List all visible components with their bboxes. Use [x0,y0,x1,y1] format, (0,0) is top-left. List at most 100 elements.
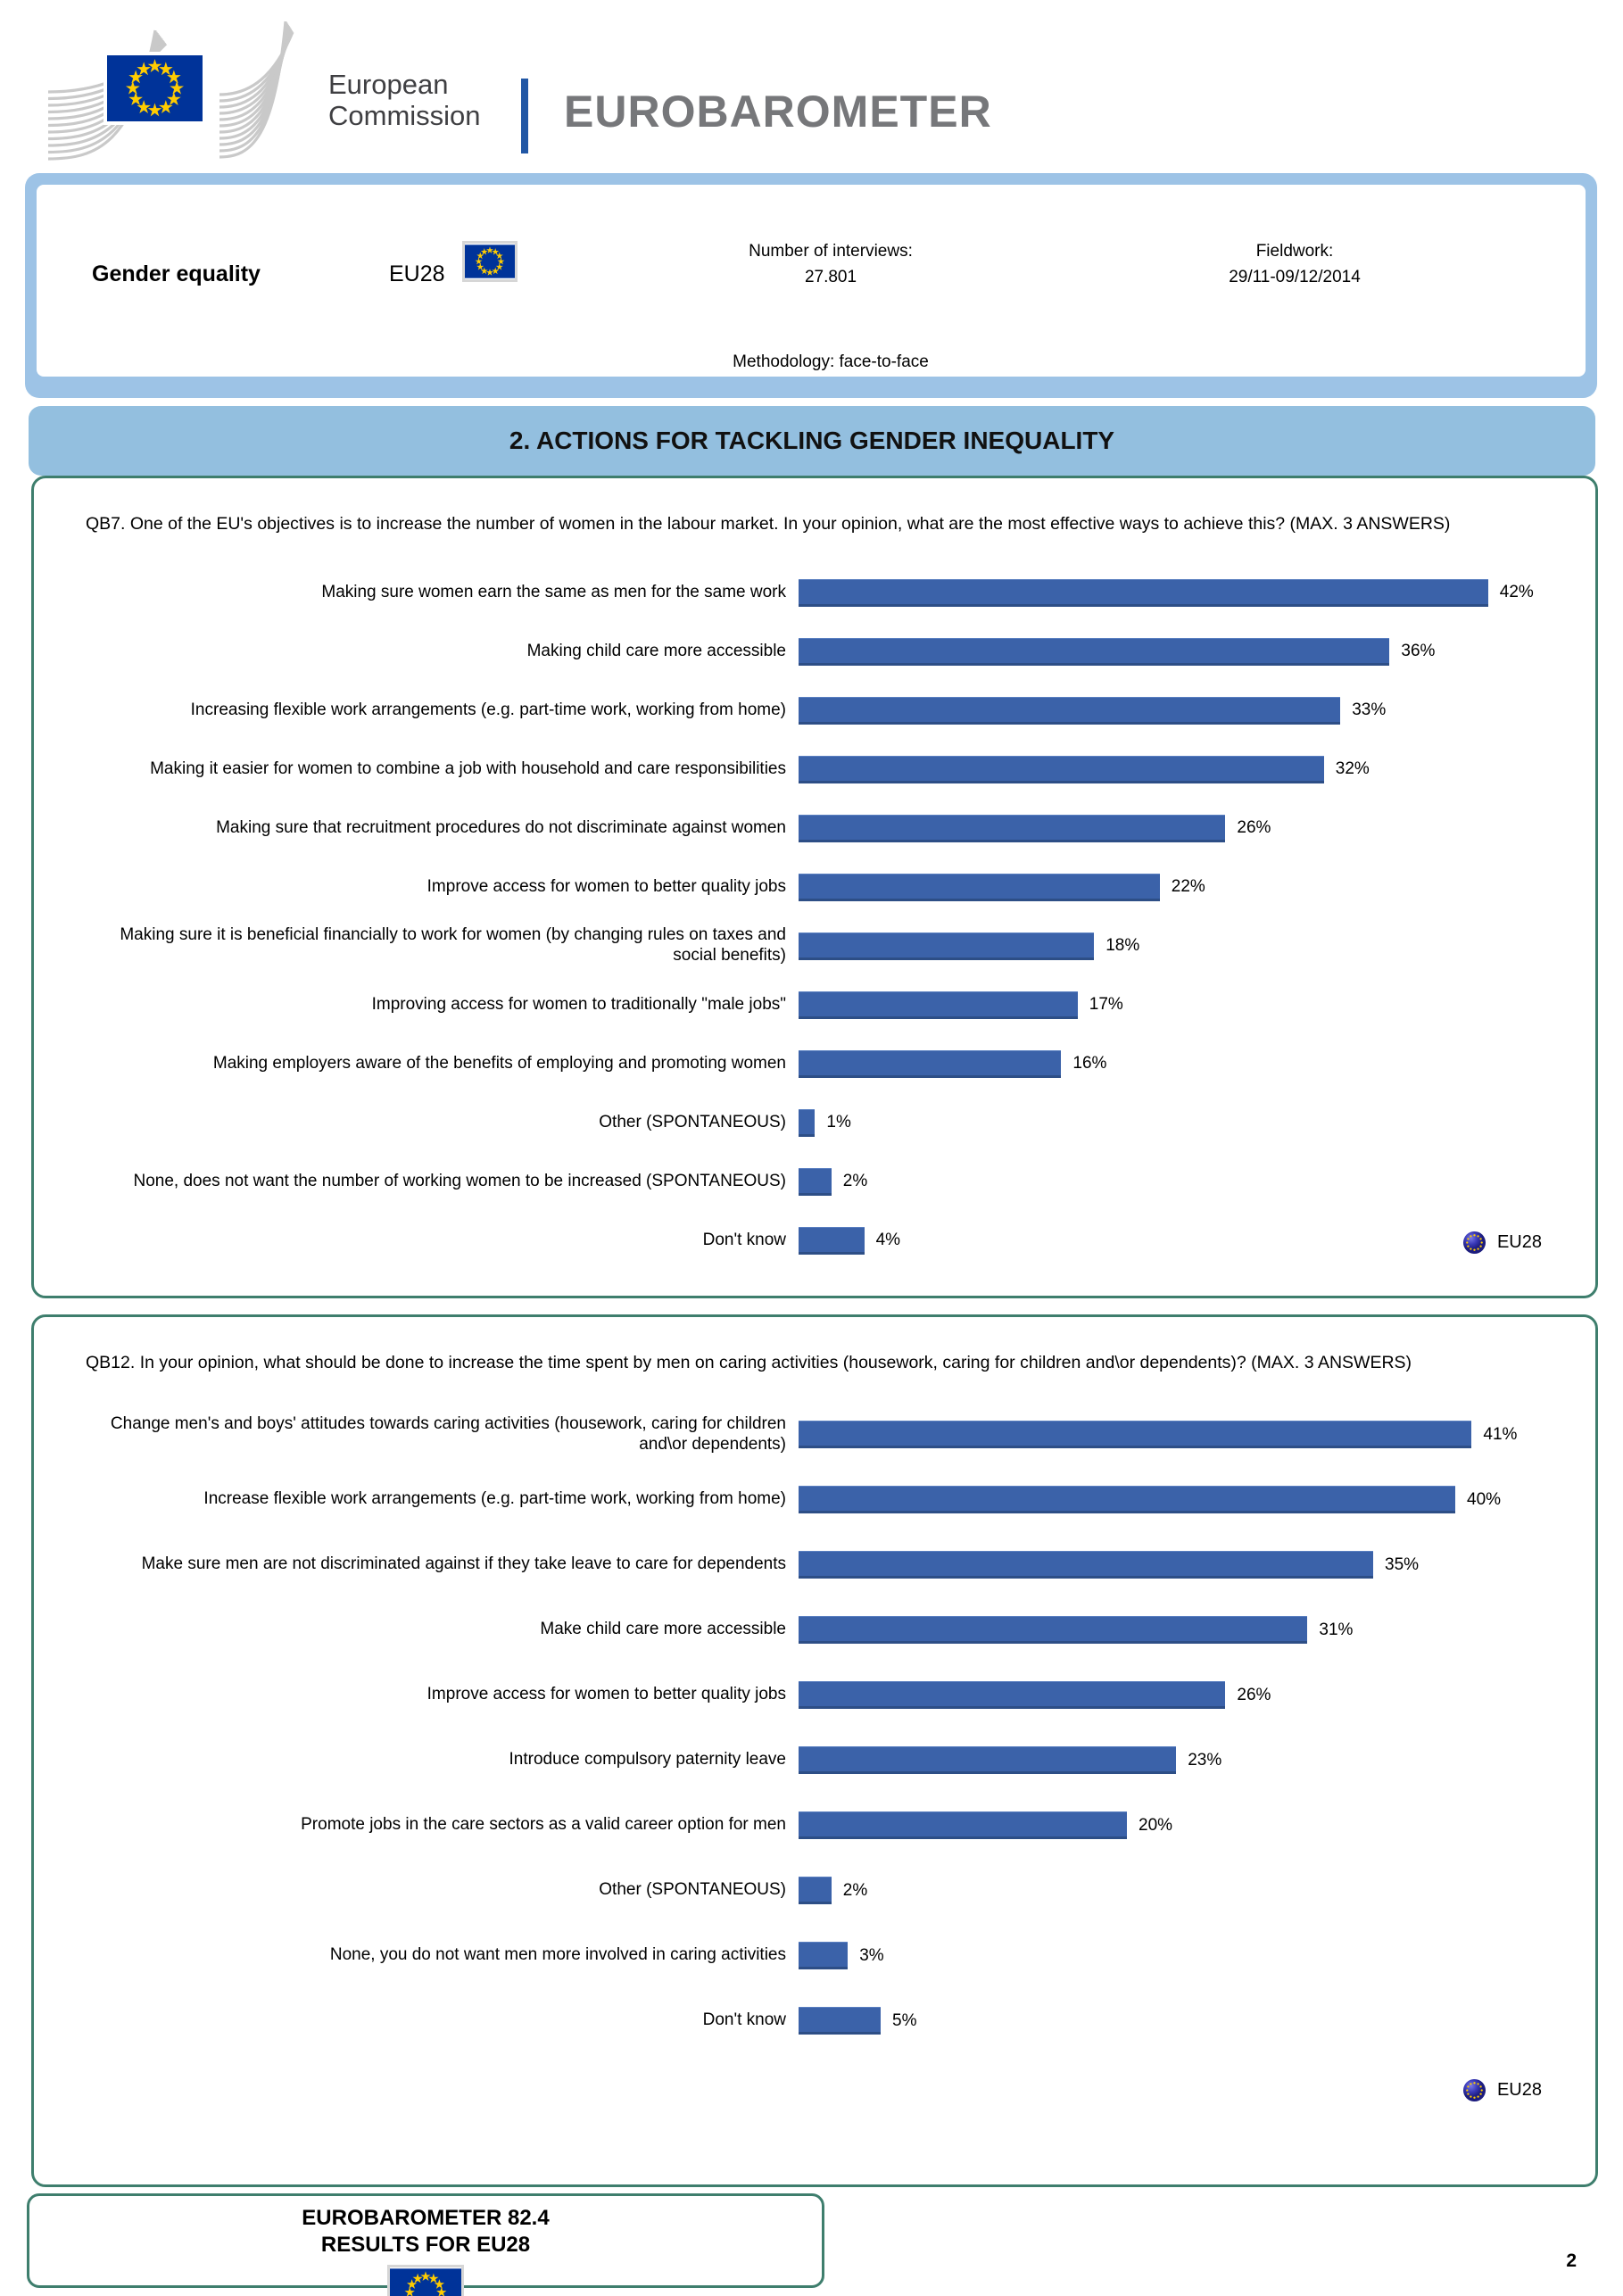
bar-row: Improve access for women to better quali… [86,858,1595,916]
bar-value: 2% [842,1172,868,1190]
institution-line2: Commission [328,99,481,131]
bar-label: Make child care more accessible [540,1620,786,1639]
bar-value: 36% [1401,642,1436,660]
bar-rows: Change men's and boys' attitudes towards… [86,1402,1595,2053]
bar [799,1551,1373,1579]
bar [799,1877,832,1904]
bar [799,637,1390,666]
bar-row: Making child care more accessible 36% [86,622,1595,681]
bar-track: 2% [799,1167,1595,1196]
bar-row: Introduce compulsory paternity leave 23% [86,1728,1595,1793]
bar-value: 20% [1139,1815,1173,1835]
bar [799,755,1324,783]
bar-row: Don't know 4% [86,1211,1595,1270]
bar-label: Making employers aware of the benefits o… [212,1053,786,1073]
bar-track: 42% [799,578,1595,607]
bar-track: 35% [799,1551,1595,1579]
bar-label: Improving access for women to traditiona… [371,994,786,1014]
bar-row: Make child care more accessible 31% [86,1597,1595,1662]
bar [799,696,1341,725]
legend-label: EU28 [1496,2080,1542,2100]
bar-row: Making sure women earn the same as men f… [86,563,1595,622]
bar-label: Improve access for women to better quali… [426,1685,786,1704]
bar-track: 5% [799,2007,1595,2035]
bar-track: 23% [799,1746,1595,1774]
bar-row: Increase flexible work arrangements (e.g… [86,1467,1595,1532]
bar-value: 4% [875,1231,901,1249]
chart-qb7: QB7. One of the EU's objectives is to in… [25,468,1598,1298]
section-title: 2. ACTIONS FOR TACKLING GENDER INEQUALIT… [29,399,1601,476]
bar [799,1942,849,1969]
bar [799,1226,865,1255]
bar [799,814,1226,842]
fieldwork-label: Fieldwork: [1255,242,1334,261]
bar-label: Improve access for women to better quali… [426,876,786,896]
chart-question: QB7. One of the EU's objectives is to in… [86,514,1451,534]
bar [799,932,1095,960]
chart-qb12: QB12. In your opinion, what should be do… [25,1307,1598,2187]
bar-label: Increasing flexible work arrangements (e… [190,700,786,719]
bar [799,1616,1308,1644]
bar-value: 40% [1467,1489,1502,1509]
bar [799,1421,1472,1448]
bar-track: 22% [799,873,1595,901]
bar [799,2007,881,2035]
bar-label: Change men's and boys' attitudes towards… [110,1413,786,1454]
bar-value: 42% [1499,583,1534,601]
bar-track: 3% [799,1942,1595,1969]
brand-title: EUROBAROMETER [564,87,992,137]
institution-name: European Commission [328,69,481,131]
bar-rows: Making sure women earn the same as men f… [86,563,1595,1270]
bar [799,1746,1177,1774]
bar-label: Don't know [702,2010,786,2030]
bar-label: Making sure that recruitment procedures … [216,817,786,837]
header-divider [521,79,528,153]
bar-row: Change men's and boys' attitudes towards… [86,1402,1595,1467]
bar [799,1167,832,1196]
bar [799,991,1078,1019]
bar-row: Promote jobs in the care sectors as a va… [86,1793,1595,1858]
bar-value: 18% [1105,936,1140,955]
bar-track: 4% [799,1226,1595,1255]
eu-globe-icon [1462,1231,1486,1255]
bar-value: 5% [892,2010,917,2030]
interviews-value: 27.801 [804,268,857,287]
chart-legend: EU28 [1462,1231,1542,1255]
bar-track: 18% [799,932,1595,960]
chart-legend: EU28 [1462,2078,1542,2102]
bar-track: 41% [799,1421,1595,1448]
methodology-text: Methodology: face-to-face [733,352,929,371]
bar-label: None, you do not want men more involved … [329,1945,786,1965]
bar-value: 35% [1385,1554,1420,1574]
bar-row: Improve access for women to better quali… [86,1662,1595,1728]
bar-row: Making sure that recruitment procedures … [86,799,1595,858]
bar-label: Making sure women earn the same as men f… [321,582,786,601]
bar [799,578,1488,607]
bar-track: 16% [799,1049,1595,1078]
bar-value: 26% [1237,818,1271,837]
bar-label: Making child care more accessible [526,641,786,660]
bar-value: 1% [826,1113,851,1131]
footer-box: EUROBAROMETER 82.4 RESULTS FOR EU28 [21,2187,824,2296]
bar-value: 22% [1171,877,1205,896]
bar [799,1681,1226,1709]
bar [799,1811,1127,1839]
bar [799,1108,816,1137]
bar-track: 36% [799,637,1595,666]
bar-row: Making it easier for women to combine a … [86,740,1595,799]
survey-info-panel: Gender equality EU28 Number of interview… [25,173,1597,398]
bar-label: Don't know [702,1230,786,1249]
eu-flag-icon [465,244,515,279]
institution-line1: European [328,69,449,100]
interviews-info: Number of interviews: 27.801 [679,238,982,291]
footer-line2: RESULTS FOR EU28 [320,2233,531,2257]
bar-value: 16% [1072,1054,1107,1073]
bar-value: 2% [842,1880,868,1900]
bar-row: Making employers aware of the benefits o… [86,1034,1595,1093]
bar [799,873,1160,901]
european-commission-logo-icon [47,21,294,161]
page-number: 2 [1566,2250,1577,2271]
bar-label: Other (SPONTANEOUS) [599,1112,786,1131]
bar-track: 20% [799,1811,1595,1839]
